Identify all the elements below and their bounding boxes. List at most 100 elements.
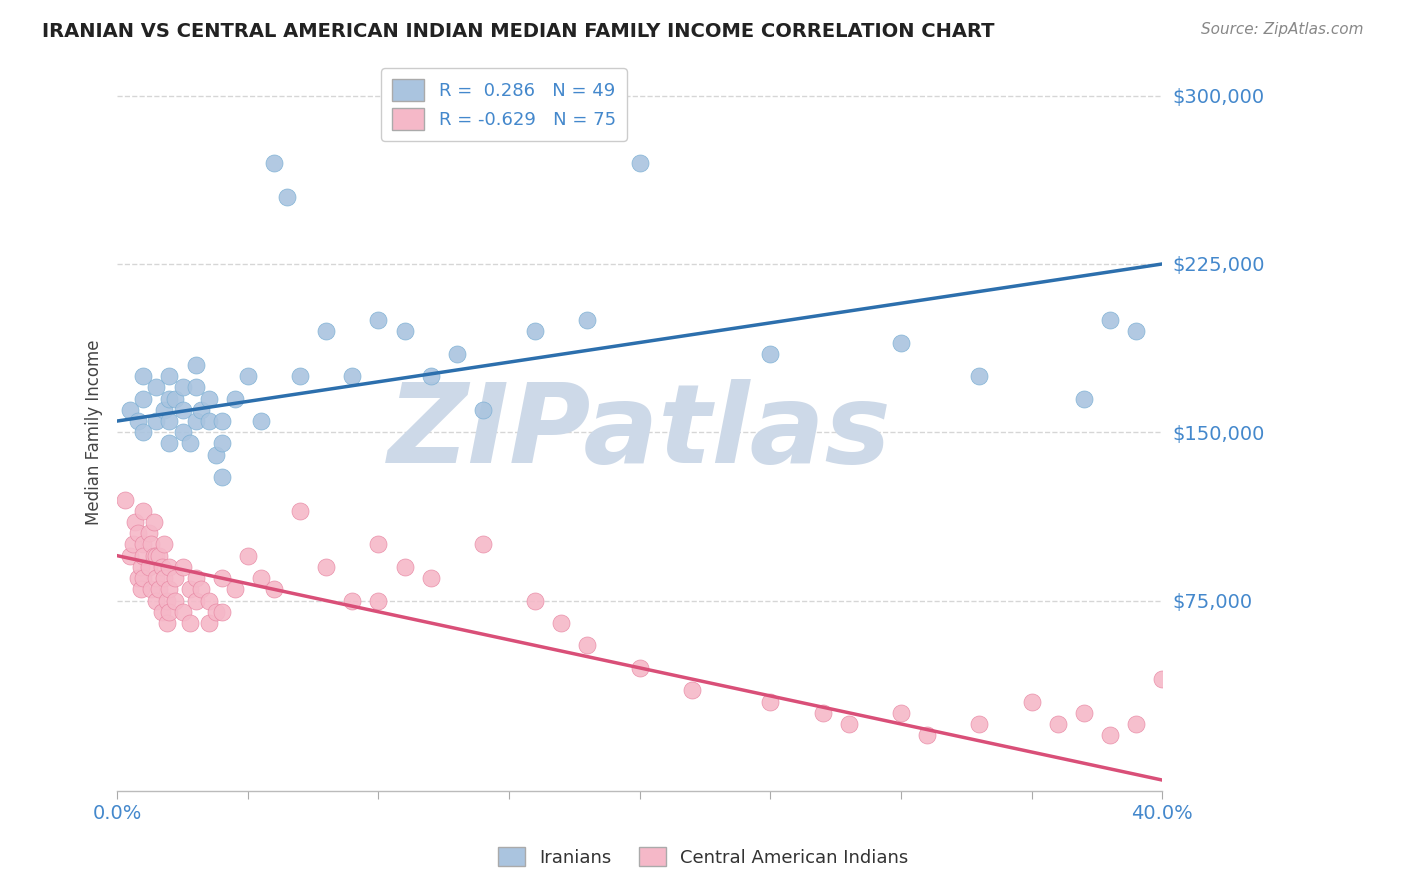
Point [159, 414, 181, 428]
Point [890, 706, 912, 720]
Point [205, 605, 228, 619]
Point [197, 615, 219, 630]
Point [471, 402, 494, 417]
Point [190, 402, 212, 417]
Point [179, 615, 201, 630]
Point [1125, 717, 1147, 731]
Point [211, 605, 233, 619]
Point [524, 324, 547, 338]
Point [969, 717, 991, 731]
Point [127, 414, 149, 428]
Point [124, 515, 146, 529]
Text: ZIPatlas: ZIPatlas [388, 379, 891, 486]
Point [132, 504, 155, 518]
Point [184, 571, 207, 585]
Point [969, 369, 991, 384]
Point [114, 492, 136, 507]
Point [236, 369, 259, 384]
Point [263, 156, 285, 170]
Point [138, 560, 160, 574]
Point [132, 369, 155, 384]
Point [342, 369, 364, 384]
Point [224, 582, 246, 597]
Point [759, 694, 782, 708]
Point [224, 392, 246, 406]
Point [205, 448, 228, 462]
Point [150, 605, 173, 619]
Point [576, 639, 599, 653]
Point [163, 571, 186, 585]
Point [211, 571, 233, 585]
Point [132, 392, 155, 406]
Point [471, 537, 494, 551]
Point [394, 560, 416, 574]
Point [1021, 694, 1043, 708]
Point [1125, 324, 1147, 338]
Point [179, 436, 201, 450]
Point [1098, 313, 1121, 327]
Point [315, 324, 337, 338]
Point [153, 571, 176, 585]
Point [156, 615, 179, 630]
Point [211, 414, 233, 428]
Point [129, 582, 152, 597]
Point [838, 717, 860, 731]
Point [419, 369, 441, 384]
Point [524, 593, 547, 607]
Point [1073, 392, 1095, 406]
Legend: Iranians, Central American Indians: Iranians, Central American Indians [491, 840, 915, 874]
Point [145, 414, 167, 428]
Point [184, 414, 207, 428]
Point [179, 582, 201, 597]
Point [145, 380, 167, 394]
Legend: R =  0.286   N = 49, R = -0.629   N = 75: R = 0.286 N = 49, R = -0.629 N = 75 [381, 68, 627, 141]
Point [159, 392, 181, 406]
Point [394, 324, 416, 338]
Point [197, 414, 219, 428]
Point [159, 582, 181, 597]
Point [1098, 728, 1121, 742]
Point [628, 156, 651, 170]
Point [811, 706, 834, 720]
Point [288, 504, 311, 518]
Point [132, 537, 155, 551]
Point [156, 593, 179, 607]
Point [890, 335, 912, 350]
Point [190, 582, 212, 597]
Point [211, 436, 233, 450]
Point [127, 571, 149, 585]
Point [172, 560, 194, 574]
Point [153, 402, 176, 417]
Point [159, 605, 181, 619]
Point [142, 549, 165, 563]
Point [276, 189, 298, 203]
Point [148, 549, 170, 563]
Point [367, 537, 389, 551]
Point [141, 537, 163, 551]
Point [150, 560, 173, 574]
Point [576, 313, 599, 327]
Point [250, 571, 273, 585]
Point [1046, 717, 1069, 731]
Point [142, 515, 165, 529]
Point [172, 402, 194, 417]
Point [159, 436, 181, 450]
Point [915, 728, 938, 742]
Point [263, 582, 285, 597]
Point [132, 549, 155, 563]
Point [172, 425, 194, 440]
Point [250, 414, 273, 428]
Point [145, 549, 167, 563]
Point [163, 593, 186, 607]
Point [184, 358, 207, 372]
Text: Source: ZipAtlas.com: Source: ZipAtlas.com [1201, 22, 1364, 37]
Point [419, 571, 441, 585]
Point [211, 470, 233, 484]
Point [367, 593, 389, 607]
Point [342, 593, 364, 607]
Point [159, 369, 181, 384]
Point [121, 537, 143, 551]
Point [163, 392, 186, 406]
Point [132, 571, 155, 585]
Point [153, 537, 176, 551]
